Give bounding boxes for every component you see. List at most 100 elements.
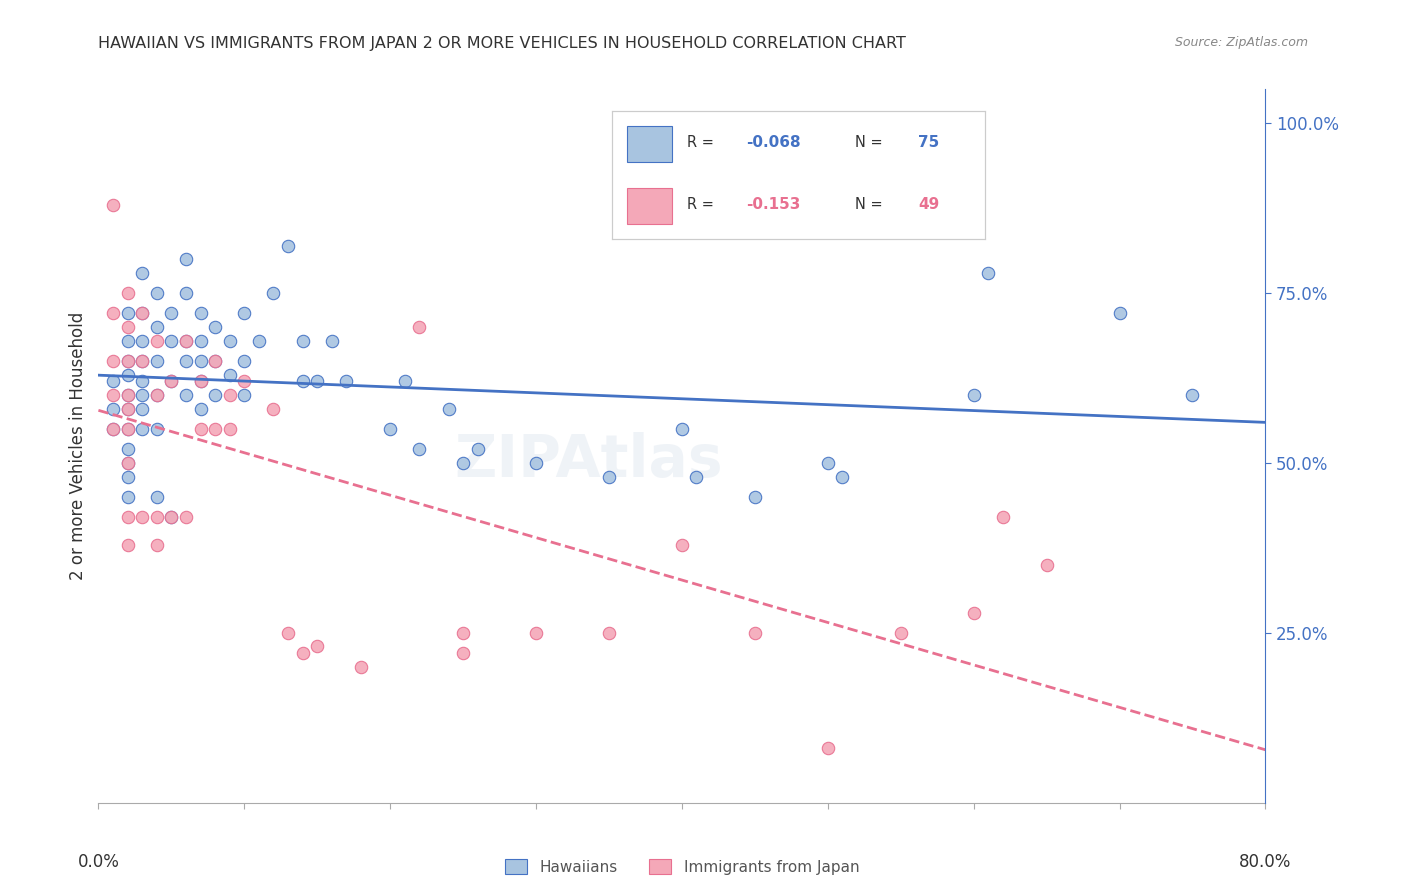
Point	[291, 646, 314, 660]
Point	[174, 334, 197, 348]
Point	[233, 306, 256, 320]
Point	[131, 306, 153, 320]
Point	[146, 388, 169, 402]
Y-axis label: 2 or more Vehicles in Household: 2 or more Vehicles in Household	[69, 312, 87, 580]
Point	[131, 375, 153, 389]
Point	[190, 422, 212, 436]
Point	[101, 422, 124, 436]
Point	[101, 422, 124, 436]
Point	[117, 456, 139, 470]
Point	[117, 422, 139, 436]
Point	[174, 510, 197, 524]
Point	[307, 375, 329, 389]
Point	[524, 456, 547, 470]
Point	[408, 320, 430, 334]
Point	[101, 198, 124, 212]
Point	[131, 354, 153, 368]
Point	[131, 510, 153, 524]
Point	[101, 375, 124, 389]
Point	[117, 401, 139, 416]
Point	[117, 537, 139, 551]
Point	[204, 320, 226, 334]
Point	[291, 334, 314, 348]
Point	[451, 626, 474, 640]
Point	[524, 626, 547, 640]
Point	[160, 510, 183, 524]
Text: 0.0%: 0.0%	[77, 853, 120, 871]
Point	[117, 401, 139, 416]
Point	[233, 375, 256, 389]
Text: ZIPAtlas: ZIPAtlas	[454, 432, 723, 489]
Point	[204, 354, 226, 368]
Point	[262, 401, 284, 416]
Point	[190, 354, 212, 368]
Point	[291, 375, 314, 389]
Point	[831, 469, 853, 483]
Point	[233, 388, 256, 402]
Point	[146, 422, 169, 436]
Point	[160, 375, 183, 389]
Point	[117, 490, 139, 504]
Point	[1108, 306, 1130, 320]
Point	[117, 354, 139, 368]
Point	[744, 626, 766, 640]
Point	[962, 388, 984, 402]
Point	[131, 388, 153, 402]
Point	[131, 334, 153, 348]
Point	[131, 306, 153, 320]
Point	[262, 286, 284, 301]
Point	[190, 334, 212, 348]
Point	[247, 334, 270, 348]
Point	[991, 510, 1014, 524]
Point	[1035, 558, 1057, 572]
Point	[437, 401, 460, 416]
Point	[160, 375, 183, 389]
Point	[671, 537, 693, 551]
Point	[117, 354, 139, 368]
Point	[174, 388, 197, 402]
Point	[977, 266, 1000, 280]
Point	[117, 422, 139, 436]
Point	[131, 354, 153, 368]
Point	[160, 510, 183, 524]
Point	[101, 401, 124, 416]
Point	[117, 368, 139, 382]
Point	[190, 306, 212, 320]
Point	[321, 334, 343, 348]
Point	[146, 354, 169, 368]
Point	[890, 626, 912, 640]
Point	[817, 456, 839, 470]
Point	[962, 606, 984, 620]
Text: Source: ZipAtlas.com: Source: ZipAtlas.com	[1174, 36, 1308, 49]
Point	[408, 442, 430, 457]
Point	[451, 456, 474, 470]
Point	[218, 334, 240, 348]
Point	[117, 442, 139, 457]
Point	[378, 422, 402, 436]
Point	[174, 286, 197, 301]
Point	[394, 375, 416, 389]
Point	[277, 626, 299, 640]
Point	[146, 537, 169, 551]
Point	[117, 306, 139, 320]
Point	[277, 238, 299, 252]
Point	[190, 401, 212, 416]
Point	[335, 375, 357, 389]
Point	[160, 306, 183, 320]
Point	[101, 388, 124, 402]
Point	[101, 354, 124, 368]
Point	[744, 490, 766, 504]
Point	[204, 422, 226, 436]
Point	[146, 334, 169, 348]
Point	[131, 422, 153, 436]
Point	[598, 626, 620, 640]
Point	[817, 741, 839, 756]
Point	[174, 252, 197, 266]
Point	[174, 334, 197, 348]
Point	[218, 388, 240, 402]
Point	[146, 510, 169, 524]
Point	[190, 375, 212, 389]
Point	[117, 388, 139, 402]
Point	[671, 422, 693, 436]
Text: HAWAIIAN VS IMMIGRANTS FROM JAPAN 2 OR MORE VEHICLES IN HOUSEHOLD CORRELATION CH: HAWAIIAN VS IMMIGRANTS FROM JAPAN 2 OR M…	[98, 36, 907, 51]
